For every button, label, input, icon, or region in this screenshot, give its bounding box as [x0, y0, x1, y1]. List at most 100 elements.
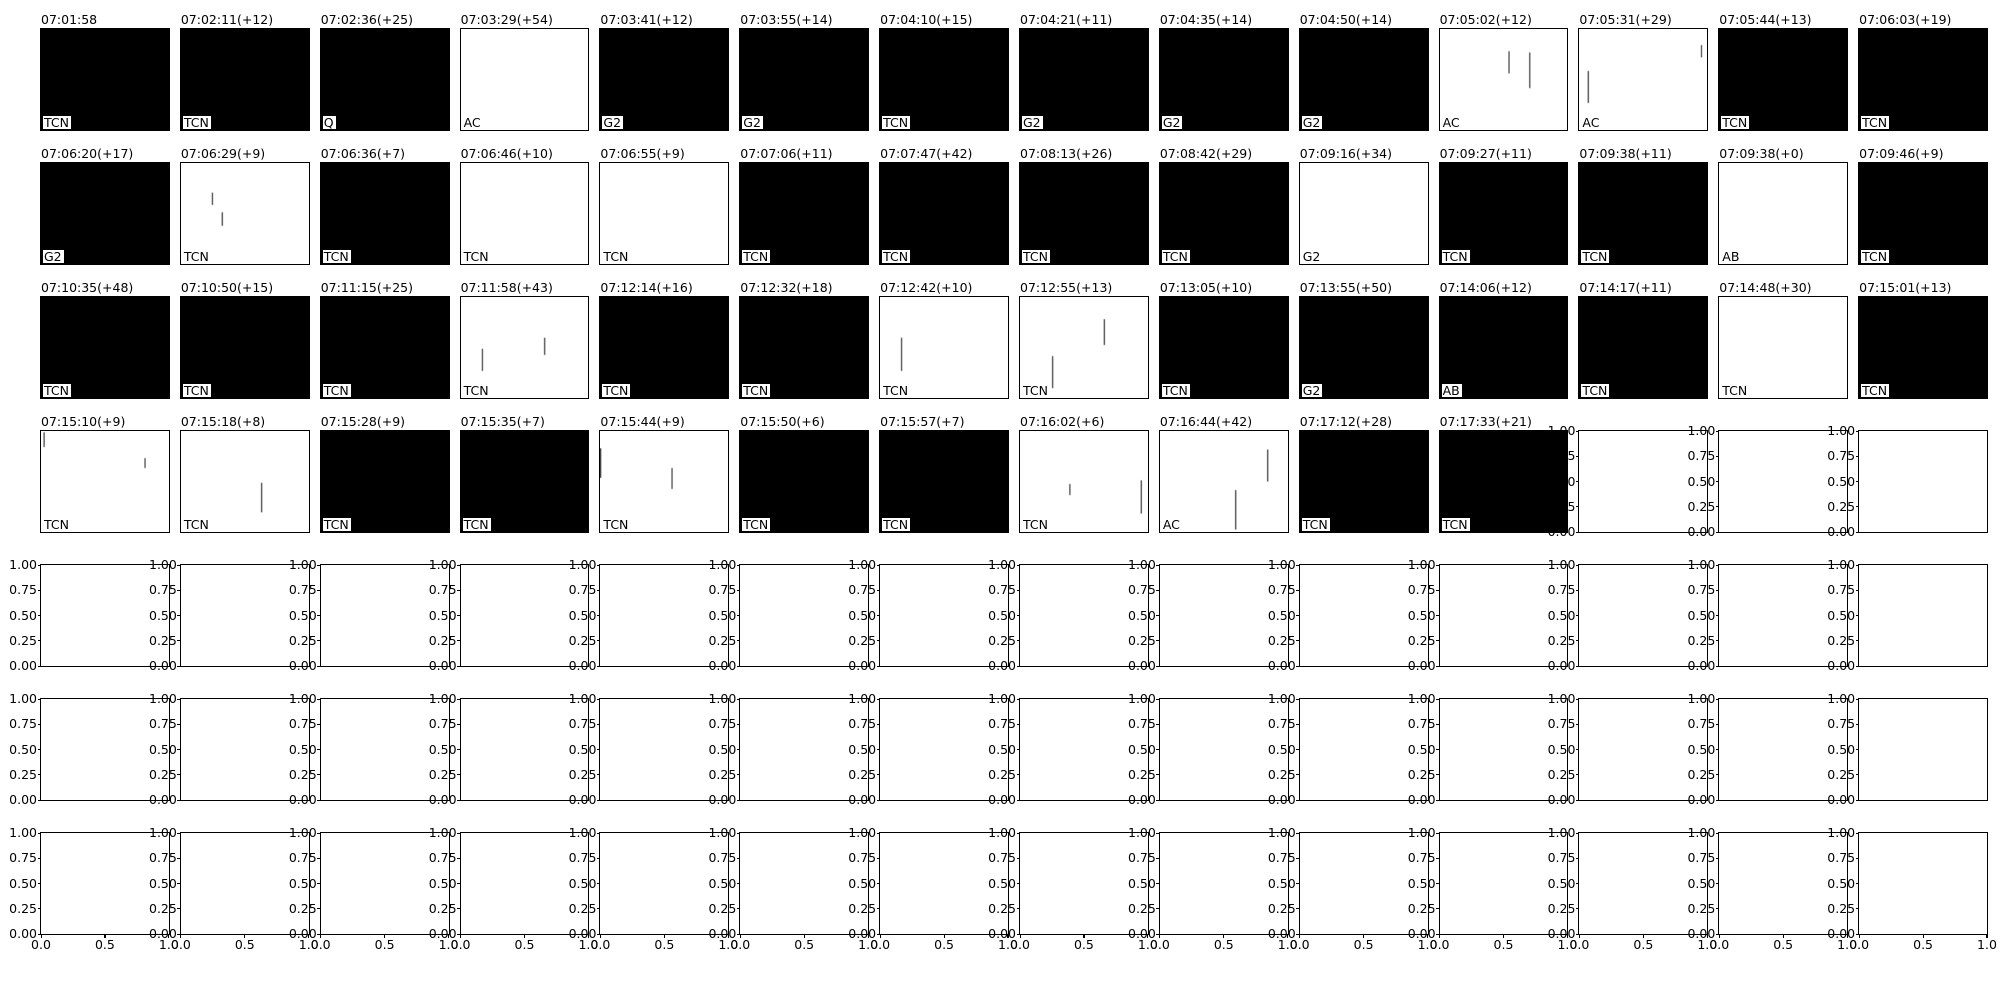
spectrogram-panel[interactable]: 07:07:47(+42) TCN: [879, 145, 1009, 265]
empty-axes[interactable]: 0.00 0.25 0.50 0.75 1.00 0.0 0.5 1.0: [988, 826, 1158, 951]
spectrogram-panel[interactable]: 07:15:18(+8) TCN: [179, 413, 310, 533]
spectrogram-panel[interactable]: 07:09:16(+34) G2: [1298, 145, 1429, 265]
empty-axes[interactable]: 0.00 0.25 0.50 0.75 1.00: [1408, 692, 1569, 806]
spectrogram-panel[interactable]: 07:10:50(+15) TCN: [179, 279, 310, 399]
spectrogram-panel[interactable]: 07:15:28(+9) TCN: [319, 413, 450, 533]
empty-axes[interactable]: 0.00 0.25 0.50 0.75 1.00: [1128, 558, 1289, 672]
empty-axes[interactable]: 0.00 0.25 0.50 0.75 1.00: [1548, 558, 1709, 672]
empty-axes[interactable]: 0.00 0.25 0.50 0.75 1.00: [1827, 692, 1988, 806]
empty-axes[interactable]: 0.00 0.25 0.50 0.75 1.00 0.0 0.5 1.0: [1128, 826, 1298, 951]
empty-axes[interactable]: 0.00 0.25 0.50 0.75 1.00: [569, 692, 730, 806]
spectrogram-panel[interactable]: 07:09:46(+9) TCN: [1858, 145, 1988, 265]
empty-axes[interactable]: 0.00 0.25 0.50 0.75 1.00: [149, 558, 310, 672]
spectrogram-panel[interactable]: 07:14:06(+12) AB: [1438, 279, 1569, 399]
empty-axes[interactable]: 0.00 0.25 0.50 0.75 1.00: [1827, 558, 1988, 672]
spectrogram-panel[interactable]: 07:12:42(+10) TCN: [879, 279, 1009, 399]
empty-axes[interactable]: 0.00 0.25 0.50 0.75 1.00 0.0 0.5 1.0: [1408, 826, 1578, 951]
empty-axes[interactable]: 0.00 0.25 0.50 0.75 1.00: [1687, 558, 1849, 672]
empty-axes[interactable]: 0.00 0.25 0.50 0.75 1.00: [9, 558, 170, 672]
empty-axes[interactable]: 0.00 0.25 0.50 0.75 1.00: [429, 558, 590, 672]
empty-axes[interactable]: 0.00 0.25 0.50 0.75 1.00 0.0 0.5 1.0: [1268, 826, 1438, 951]
spectrogram-panel[interactable]: 07:08:42(+29) TCN: [1158, 145, 1289, 265]
empty-axes[interactable]: 0.00 0.25 0.50 0.75 1.00 0.0 0.5 1.0: [1548, 826, 1718, 951]
spectrogram-panel[interactable]: 07:01:58 TCN: [40, 11, 170, 131]
empty-axes[interactable]: 0.00 0.25 0.50 0.75 1.00 0.0 0.5 1.0: [1687, 826, 1857, 951]
empty-axes[interactable]: 0.00 0.25 0.50 0.75 1.00: [1408, 558, 1569, 672]
empty-axes[interactable]: 0.00 0.25 0.50 0.75 1.00: [1128, 692, 1289, 806]
spectrogram-panel[interactable]: 07:11:58(+43) TCN: [459, 279, 590, 399]
empty-axes[interactable]: 0.00 0.25 0.50 0.75 1.00: [9, 692, 170, 806]
empty-axes[interactable]: 0.00 0.25 0.50 0.75 1.00 0.0 0.5 1.0: [708, 826, 878, 951]
spectrogram-panel[interactable]: 07:13:55(+50) G2: [1298, 279, 1429, 399]
spectrogram-panel[interactable]: 07:13:05(+10) TCN: [1158, 279, 1289, 399]
empty-axes[interactable]: 0.00 0.25 0.50 0.75 1.00 0.0 0.5 1.0: [149, 826, 319, 951]
empty-axes[interactable]: 0.00 0.25 0.50 0.75 1.00: [1687, 692, 1849, 806]
empty-axes[interactable]: 0.00 0.25 0.50 0.75 1.00 0.0 0.5 1.0: [1827, 826, 1997, 951]
empty-axes[interactable]: 0.00 0.25 0.50 0.75 1.00: [289, 692, 450, 806]
spectrogram-panel[interactable]: 07:06:46(+10) TCN: [459, 145, 590, 265]
spectrogram-panel[interactable]: 07:03:55(+14) G2: [739, 11, 870, 131]
spectrogram-panel[interactable]: 07:16:44(+42) AC: [1158, 413, 1289, 533]
spectrogram-panel[interactable]: 07:06:03(+19) TCN: [1858, 11, 1988, 131]
empty-axes[interactable]: 0.00 0.25 0.50 0.75 1.00: [289, 558, 450, 672]
spectrogram-panel[interactable]: 07:15:35(+7) TCN: [459, 413, 590, 533]
spectrogram-panel[interactable]: 07:15:10(+9) TCN: [40, 413, 170, 533]
empty-axes[interactable]: 0.00 0.25 0.50 0.75 1.00: [1548, 424, 1709, 538]
empty-axes[interactable]: 0.00 0.25 0.50 0.75 1.00: [988, 558, 1149, 672]
spectrogram-panel[interactable]: 07:06:55(+9) TCN: [599, 145, 730, 265]
spectrogram-panel[interactable]: 07:07:06(+11) TCN: [739, 145, 870, 265]
spectrogram-panel[interactable]: 07:05:31(+29) AC: [1578, 11, 1709, 131]
x-tick-label: 0.0: [1010, 937, 1030, 952]
spectrogram-panel[interactable]: 07:09:38(+11) TCN: [1578, 145, 1709, 265]
empty-axes[interactable]: 0.00 0.25 0.50 0.75 1.00 0.0 0.5 1.0: [9, 826, 179, 951]
spectrogram-panel[interactable]: 07:04:10(+15) TCN: [879, 11, 1009, 131]
spectrogram-panel[interactable]: 07:12:55(+13) TCN: [1019, 279, 1149, 399]
empty-axes[interactable]: 0.00 0.25 0.50 0.75 1.00: [1548, 692, 1709, 806]
empty-axes[interactable]: 0.00 0.25 0.50 0.75 1.00: [848, 692, 1009, 806]
spectrogram-panel[interactable]: 07:14:48(+30) TCN: [1718, 279, 1849, 399]
empty-axes[interactable]: 0.00 0.25 0.50 0.75 1.00: [988, 692, 1149, 806]
spectrogram-panel[interactable]: 07:15:44(+9) TCN: [599, 413, 730, 533]
empty-axes[interactable]: 0.00 0.25 0.50 0.75 1.00 0.0 0.5 1.0: [569, 826, 739, 951]
empty-axes[interactable]: 0.00 0.25 0.50 0.75 1.00 0.0 0.5 1.0: [848, 826, 1018, 951]
spectrogram-panel[interactable]: 07:05:44(+13) TCN: [1718, 11, 1849, 131]
empty-axes[interactable]: 0.00 0.25 0.50 0.75 1.00 0.0 0.5 1.0: [289, 826, 459, 951]
spectrogram-panel[interactable]: 07:14:17(+11) TCN: [1578, 279, 1709, 399]
spectrogram-panel[interactable]: 07:09:27(+11) TCN: [1438, 145, 1569, 265]
spectrogram-panel[interactable]: 07:15:50(+6) TCN: [739, 413, 870, 533]
empty-axes[interactable]: 0.00 0.25 0.50 0.75 1.00: [1268, 558, 1429, 672]
empty-axes[interactable]: 0.00 0.25 0.50 0.75 1.00: [708, 558, 870, 672]
empty-axes[interactable]: 0.00 0.25 0.50 0.75 1.00: [1687, 424, 1849, 538]
spectrogram-panel[interactable]: 07:04:50(+14) G2: [1298, 11, 1429, 131]
spectrogram-panel[interactable]: 07:16:02(+6) TCN: [1019, 413, 1149, 533]
empty-axes[interactable]: 0.00 0.25 0.50 0.75 1.00 0.0 0.5 1.0: [429, 826, 599, 951]
spectrogram-panel[interactable]: 07:15:57(+7) TCN: [879, 413, 1009, 533]
spectrogram-panel[interactable]: 07:02:36(+25) Q: [319, 11, 450, 131]
empty-axes[interactable]: 0.00 0.25 0.50 0.75 1.00: [1827, 424, 1988, 538]
spectrogram-panel[interactable]: 07:15:01(+13) TCN: [1858, 279, 1988, 399]
spectrogram-panel[interactable]: 07:12:32(+18) TCN: [739, 279, 870, 399]
empty-axes[interactable]: 0.00 0.25 0.50 0.75 1.00: [848, 558, 1009, 672]
empty-axes[interactable]: 0.00 0.25 0.50 0.75 1.00: [1268, 692, 1429, 806]
spectrogram-panel[interactable]: 07:08:13(+26) TCN: [1019, 145, 1149, 265]
empty-axes[interactable]: 0.00 0.25 0.50 0.75 1.00: [708, 692, 870, 806]
spectrogram-panel[interactable]: 07:04:35(+14) G2: [1158, 11, 1289, 131]
empty-axes[interactable]: 0.00 0.25 0.50 0.75 1.00: [429, 692, 590, 806]
spectrogram-panel[interactable]: 07:11:15(+25) TCN: [319, 279, 450, 399]
spectrogram-panel[interactable]: 07:09:38(+0) AB: [1718, 145, 1849, 265]
y-tick-mark: [37, 933, 41, 935]
spectrogram-panel[interactable]: 07:03:29(+54) AC: [459, 11, 590, 131]
empty-axes[interactable]: 0.00 0.25 0.50 0.75 1.00: [569, 558, 730, 672]
empty-axes[interactable]: 0.00 0.25 0.50 0.75 1.00: [149, 692, 310, 806]
spectrogram-panel[interactable]: 07:12:14(+16) TCN: [599, 279, 730, 399]
spectrogram-panel[interactable]: 07:03:41(+12) G2: [599, 11, 730, 131]
spectrogram-panel[interactable]: 07:17:33(+21) TCN: [1438, 413, 1569, 533]
spectrogram-panel[interactable]: 07:10:35(+48) TCN: [40, 279, 170, 399]
spectrogram-panel[interactable]: 07:06:36(+7) TCN: [319, 145, 450, 265]
spectrogram-panel[interactable]: 07:06:20(+17) G2: [40, 145, 170, 265]
spectrogram-panel[interactable]: 07:02:11(+12) TCN: [179, 11, 310, 131]
spectrogram-panel[interactable]: 07:05:02(+12) AC: [1438, 11, 1569, 131]
spectrogram-panel[interactable]: 07:06:29(+9) TCN: [179, 145, 310, 265]
spectrogram-panel[interactable]: 07:17:12(+28) TCN: [1298, 413, 1429, 533]
spectrogram-panel[interactable]: 07:04:21(+11) G2: [1019, 11, 1149, 131]
